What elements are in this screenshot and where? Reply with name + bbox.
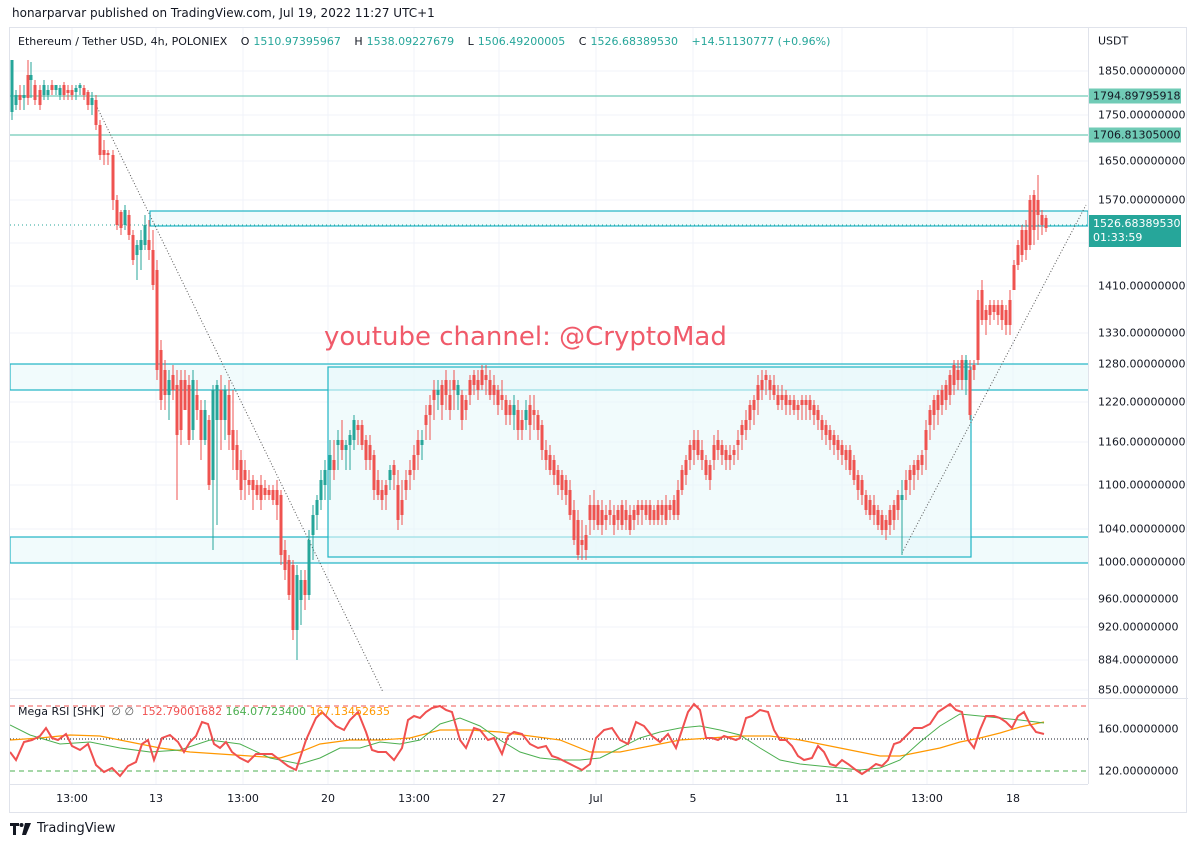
candlestick-chart[interactable] xyxy=(10,28,1088,812)
price-tick: 1040.00000000 xyxy=(1098,522,1186,536)
main-chart-pane[interactable] xyxy=(10,28,1088,812)
price-tick: 120.00000000 xyxy=(1098,764,1179,778)
price-tick: 1280.00000000 xyxy=(1098,357,1186,371)
price-tick: 1570.00000000 xyxy=(1098,193,1186,207)
price-tick: 1220.00000000 xyxy=(1098,395,1186,409)
close-label: C xyxy=(578,35,587,48)
price-tick: 1850.00000000 xyxy=(1098,64,1186,78)
time-tick: 20 xyxy=(321,792,335,805)
time-tick: 18 xyxy=(1006,792,1020,805)
close-value: 1526.68389530 xyxy=(590,35,678,48)
time-tick: 13:00 xyxy=(398,792,430,805)
low-label: L xyxy=(467,35,474,48)
symbol-legend: Ethereum / Tether USD, 4h, POLONIEX O 151… xyxy=(18,35,834,48)
rsi-ma1-value: 164.07723400 xyxy=(225,705,307,718)
price-tick: 1100.00000000 xyxy=(1098,478,1186,492)
time-tick: 11 xyxy=(835,792,849,805)
tradingview-logo-icon xyxy=(10,822,31,835)
pane-divider[interactable] xyxy=(10,698,1188,699)
currency-label: USDT xyxy=(1098,34,1129,48)
time-tick: 13 xyxy=(149,792,163,805)
price-tick: 884.00000000 xyxy=(1098,653,1179,667)
price-tick: 920.00000000 xyxy=(1098,620,1179,634)
chart-frame xyxy=(9,27,1187,813)
empty-set-icon: ∅ xyxy=(124,705,135,718)
rsi-ma2-value: 167.13452635 xyxy=(309,705,391,718)
high-value: 1538.09227679 xyxy=(366,35,455,48)
open-value: 1510.97395967 xyxy=(253,35,341,48)
tradingview-brand[interactable]: TradingView xyxy=(37,821,116,836)
current-price-badge: 1526.68389530 01:33:59 xyxy=(1089,215,1181,247)
price-tick: 1160.00000000 xyxy=(1098,435,1186,449)
change-value: +14.51130777 (+0.96%) xyxy=(691,35,831,48)
price-axis[interactable] xyxy=(1088,28,1187,784)
price-tick: 160.00000000 xyxy=(1098,722,1179,736)
price-tick: 1330.00000000 xyxy=(1098,326,1186,340)
price-tick: 850.00000000 xyxy=(1098,683,1179,697)
price-tick: 960.00000000 xyxy=(1098,592,1179,606)
price-tick: 1650.00000000 xyxy=(1098,154,1186,168)
current-price: 1526.68389530 xyxy=(1093,217,1181,230)
low-value: 1506.49200005 xyxy=(477,35,566,48)
time-tick: 13:00 xyxy=(911,792,943,805)
tradingview-footer: TradingView xyxy=(10,821,116,836)
rsi-indicator-name[interactable]: Mega RSI [SHK] xyxy=(18,705,104,718)
level-badge: 1706.81305000 xyxy=(1089,127,1181,143)
price-tick: 1750.00000000 xyxy=(1098,108,1186,122)
open-label: O xyxy=(240,35,250,48)
empty-set-icon: ∅ xyxy=(111,705,121,718)
time-tick: 13:00 xyxy=(56,792,88,805)
time-tick: 13:00 xyxy=(227,792,259,805)
watermark-text: youtube channel: @CryptoMad xyxy=(324,322,727,352)
time-axis[interactable] xyxy=(10,784,1088,812)
symbol-title[interactable]: Ethereum / Tether USD, 4h, POLONIEX xyxy=(18,35,228,48)
publisher-line: honarparvar published on TradingView.com… xyxy=(12,6,435,20)
rsi-value: 152.79001682 xyxy=(141,705,223,718)
level-badge: 1794.89795918 xyxy=(1089,88,1181,104)
high-label: H xyxy=(354,35,363,48)
price-tick: 1410.00000000 xyxy=(1098,279,1186,293)
time-tick: 27 xyxy=(492,792,506,805)
time-tick: Jul xyxy=(589,792,603,805)
price-tick: 1000.00000000 xyxy=(1098,555,1186,569)
time-tick: 5 xyxy=(689,792,697,805)
rsi-legend: Mega RSI [SHK] ∅ ∅ 152.79001682 164.0772… xyxy=(18,705,390,718)
bar-countdown: 01:33:59 xyxy=(1093,231,1143,244)
